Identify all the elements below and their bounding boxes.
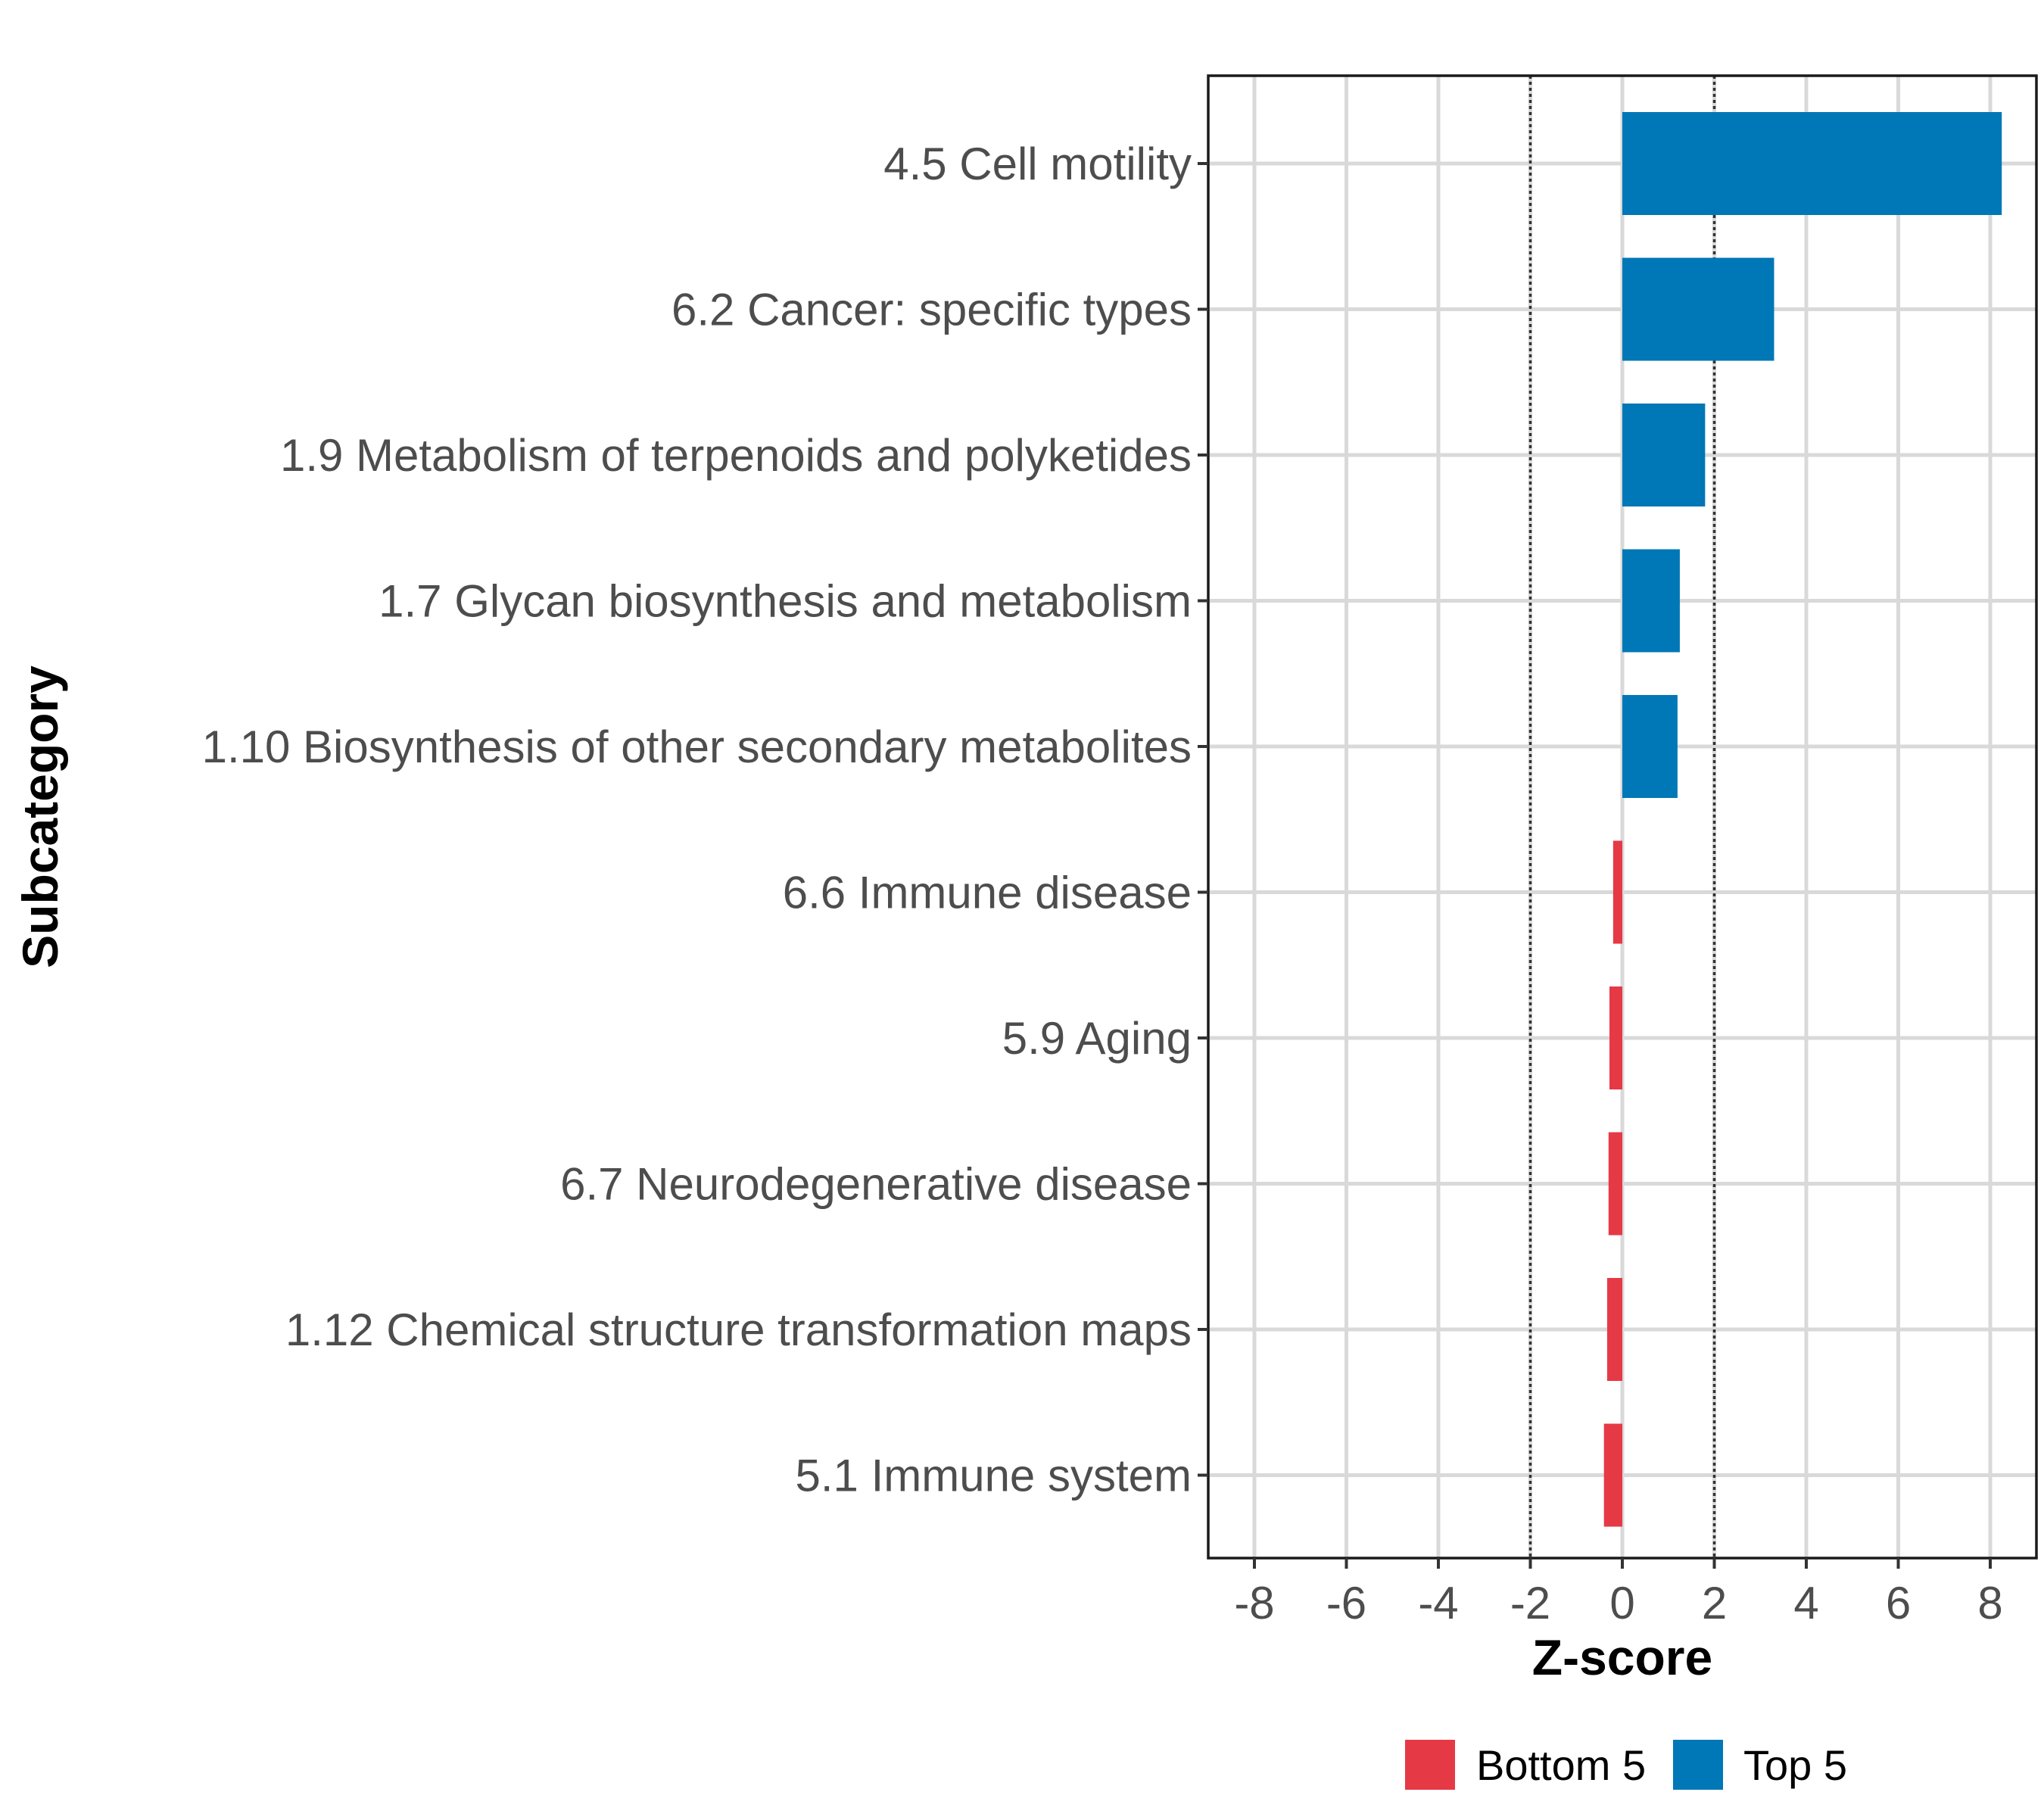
bar	[1612, 840, 1622, 944]
x-tick-label: 8	[1977, 1578, 2002, 1628]
bar	[1622, 112, 2002, 215]
legend-swatch-bottom-5	[1405, 1740, 1455, 1790]
x-tick-label: 6	[1886, 1578, 1911, 1628]
bar	[1622, 549, 1680, 653]
x-axis: -8 -6 -4 -2 0 2 4 6 8	[1234, 1558, 2003, 1628]
bar	[1622, 404, 1706, 506]
x-tick-label: 2	[1702, 1578, 1727, 1628]
legend: Bottom 5 Top 5	[1405, 1740, 1847, 1790]
bar	[1622, 257, 1774, 361]
y-axis: 4.5 Cell motility 6.2 Cancer: specific ty…	[202, 139, 1208, 1501]
bar	[1606, 1278, 1622, 1381]
legend-swatch-top-5	[1673, 1740, 1723, 1790]
x-tick-label: -8	[1234, 1578, 1274, 1628]
y-tick-label: 1.12 Chemical structure transformation m…	[285, 1304, 1192, 1355]
x-tick-label: -6	[1326, 1578, 1366, 1628]
bar	[1609, 986, 1622, 1089]
bar	[1622, 695, 1678, 798]
y-tick-label: 1.9 Metabolism of terpenoids and polyket…	[280, 430, 1192, 481]
x-tick-label: 4	[1793, 1578, 1818, 1628]
bars	[1603, 112, 2002, 1527]
y-tick-label: 6.7 Neurodegenerative disease	[560, 1159, 1192, 1210]
y-tick-label: 5.9 Aging	[1002, 1013, 1192, 1064]
y-tick-label: 6.2 Cancer: specific types	[671, 285, 1192, 335]
x-axis-title: Z-score	[1532, 1629, 1712, 1685]
y-tick-label: 1.7 Glycan biosynthesis and metabolism	[379, 576, 1192, 627]
x-tick-label: 0	[1609, 1578, 1634, 1628]
legend-label-bottom-5: Bottom 5	[1476, 1741, 1646, 1789]
reference-lines	[1528, 76, 1716, 1558]
x-tick-label: -2	[1510, 1578, 1550, 1628]
bar	[1603, 1423, 1622, 1527]
y-tick-label: 1.10 Biosynthesis of other secondary met…	[202, 722, 1192, 772]
y-axis-title: Subcategory	[12, 665, 68, 968]
legend-label-top-5: Top 5	[1743, 1741, 1847, 1789]
y-tick-label: 5.1 Immune system	[795, 1451, 1192, 1501]
y-tick-label: 6.6 Immune disease	[783, 868, 1192, 918]
y-tick-label: 4.5 Cell motility	[883, 139, 1192, 189]
bar	[1608, 1132, 1622, 1236]
x-tick-label: -4	[1418, 1578, 1458, 1628]
